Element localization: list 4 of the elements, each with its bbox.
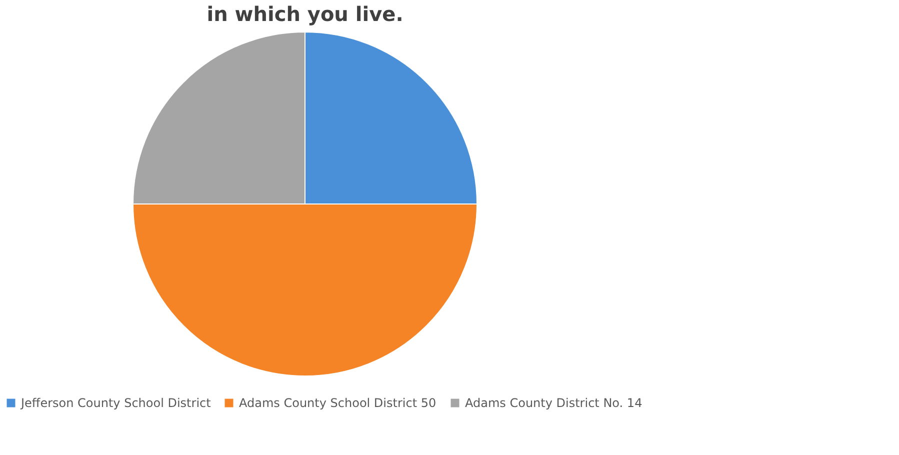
legend-label: Adams County School District 50 xyxy=(239,396,436,410)
chart-title: in which you live. xyxy=(206,2,404,26)
legend-label: Adams County District No. 14 xyxy=(465,396,642,410)
legend-label: Jefferson County School District xyxy=(20,396,212,410)
